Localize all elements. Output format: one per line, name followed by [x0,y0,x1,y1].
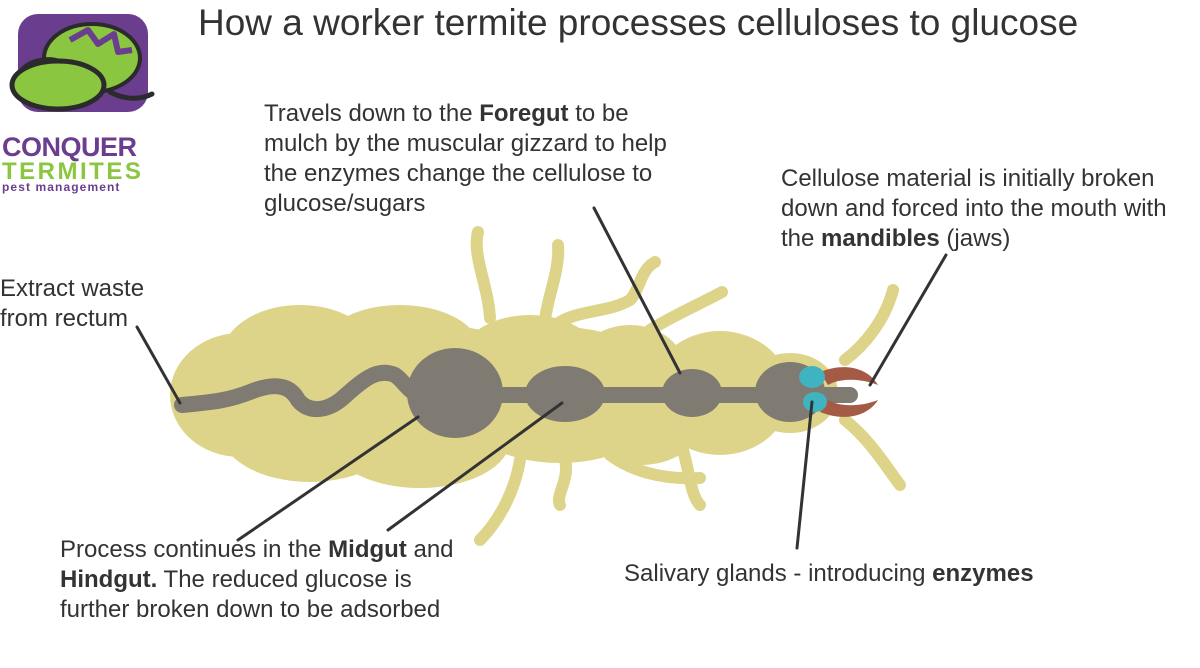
annotation-foregut-bold: Foregut [479,100,569,127]
annotation-foregut-post: to be mulch by the muscular gizzard to h… [264,100,667,217]
annotation-foregut-pre: Travels down to the [264,100,480,127]
mandibles [820,367,878,417]
midgut-chamber [525,366,605,422]
annotation-mandibles-pre: Cellulose material is initially broken d… [781,165,1167,252]
leader-rectum [135,325,182,405]
leader-lines [135,206,948,550]
termite-logo-icon [9,14,155,112]
annotation-midgut-pre: Process continues in the [60,536,329,563]
annotation-midgut: Process continues in the Midgut and Hind… [60,535,480,625]
brand-name-line2: TERMITES [2,158,144,185]
annotation-salivary: Salivary glands - introducing enzymes [624,559,1144,589]
diagram-title: How a worker termite processes cellulose… [198,2,1079,43]
salivary-glands [799,366,827,412]
brand-name-line1: CONQUER [2,132,137,162]
annotation-mandibles-bold: mandibles [821,225,940,252]
annotation-mandibles: Cellulose material is initially broken d… [781,164,1196,254]
annotation-midgut-bold1: Midgut [328,536,407,563]
annotation-foregut: Travels down to the Foregut to be mulch … [264,99,684,219]
annotation-rectum: Extract waste from rectum [0,274,175,334]
annotation-midgut-post: The reduced glucose is further broken do… [60,566,441,623]
leader-hindgut [236,415,420,542]
annotation-mandibles-post: (jaws) [939,225,1011,252]
leader-salivary [795,400,814,550]
annotation-midgut-bold2: Hindgut. [60,566,158,593]
gizzard-chamber [662,369,722,417]
hindgut-chamber [407,348,503,438]
leader-foregut [592,206,682,375]
leader-midgut [386,401,564,532]
brand-logo: CONQUER TERMITES pest management [0,0,165,200]
annotation-salivary-bold: enzymes [932,560,1034,587]
leader-mandibles [868,253,948,387]
hindgut-tube [174,364,428,418]
annotation-salivary-pre: Salivary glands - introducing [624,560,933,587]
annotation-midgut-mid: and [406,536,454,563]
annotation-rectum-text: Extract waste from rectum [0,275,145,332]
brand-tagline: pest management [2,180,121,194]
